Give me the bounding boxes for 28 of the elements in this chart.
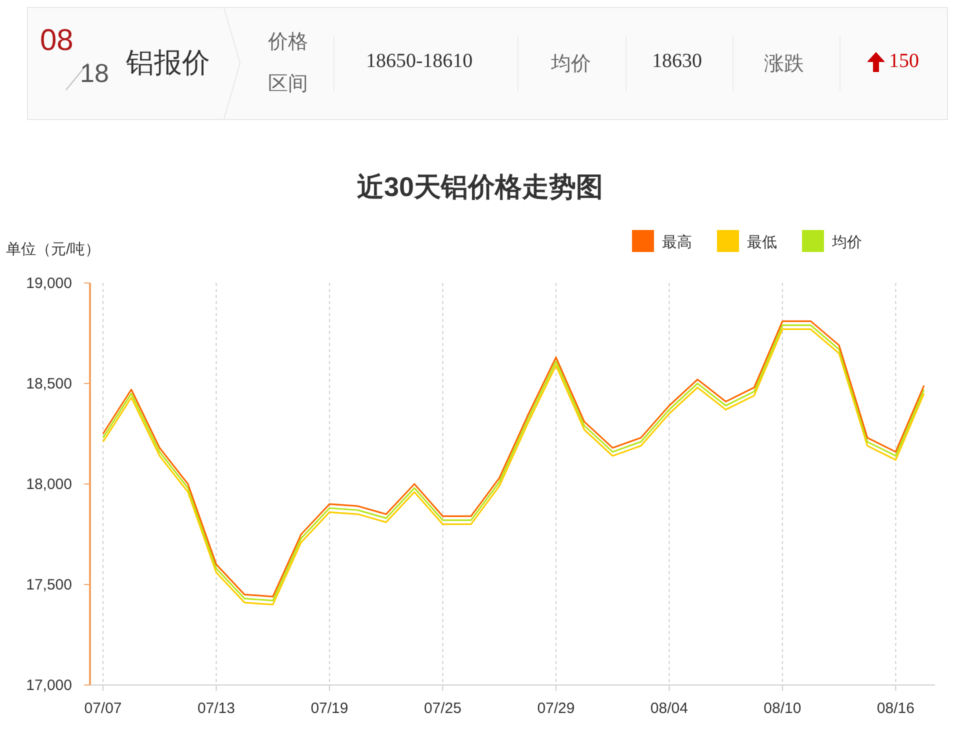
chart-title: 近30天铝价格走势图 [356,172,604,202]
y-tick-label: 17,500 [26,576,72,594]
x-tick-label: 08/10 [764,700,802,717]
text: 18650-18610 [366,50,473,73]
x-tick-label: 08/04 [650,700,688,717]
y-tick-label: 18,500 [26,376,72,392]
text: 区间 [268,72,308,97]
text: 18630 [652,50,702,73]
x-tick-label: 07/13 [197,700,236,717]
legend-label: 均价 [831,234,862,251]
text: 18 [80,58,109,89]
text: 铝报价 [126,46,210,80]
y-tick-label: 19,000 [26,275,72,292]
y-tick-label: 17,000 [26,677,72,694]
text: 价格 [268,30,308,55]
x-tick-label: 07/07 [84,700,122,717]
x-tick-label: 07/19 [310,700,348,717]
y-axis-title: 单位（元/吨） [6,241,100,258]
text: 涨跌 [764,52,804,77]
x-tick-label: 07/25 [424,700,462,717]
text: 150 [889,50,919,73]
x-tick-label: 07/29 [537,700,575,717]
x-tick-label: 08/16 [876,700,914,717]
legend-label: 最低 [747,234,777,251]
legend-label: 最高 [662,234,692,251]
y-tick-label: 18,000 [26,476,72,493]
text: 08 [40,24,74,58]
text: 均价 [551,52,591,77]
